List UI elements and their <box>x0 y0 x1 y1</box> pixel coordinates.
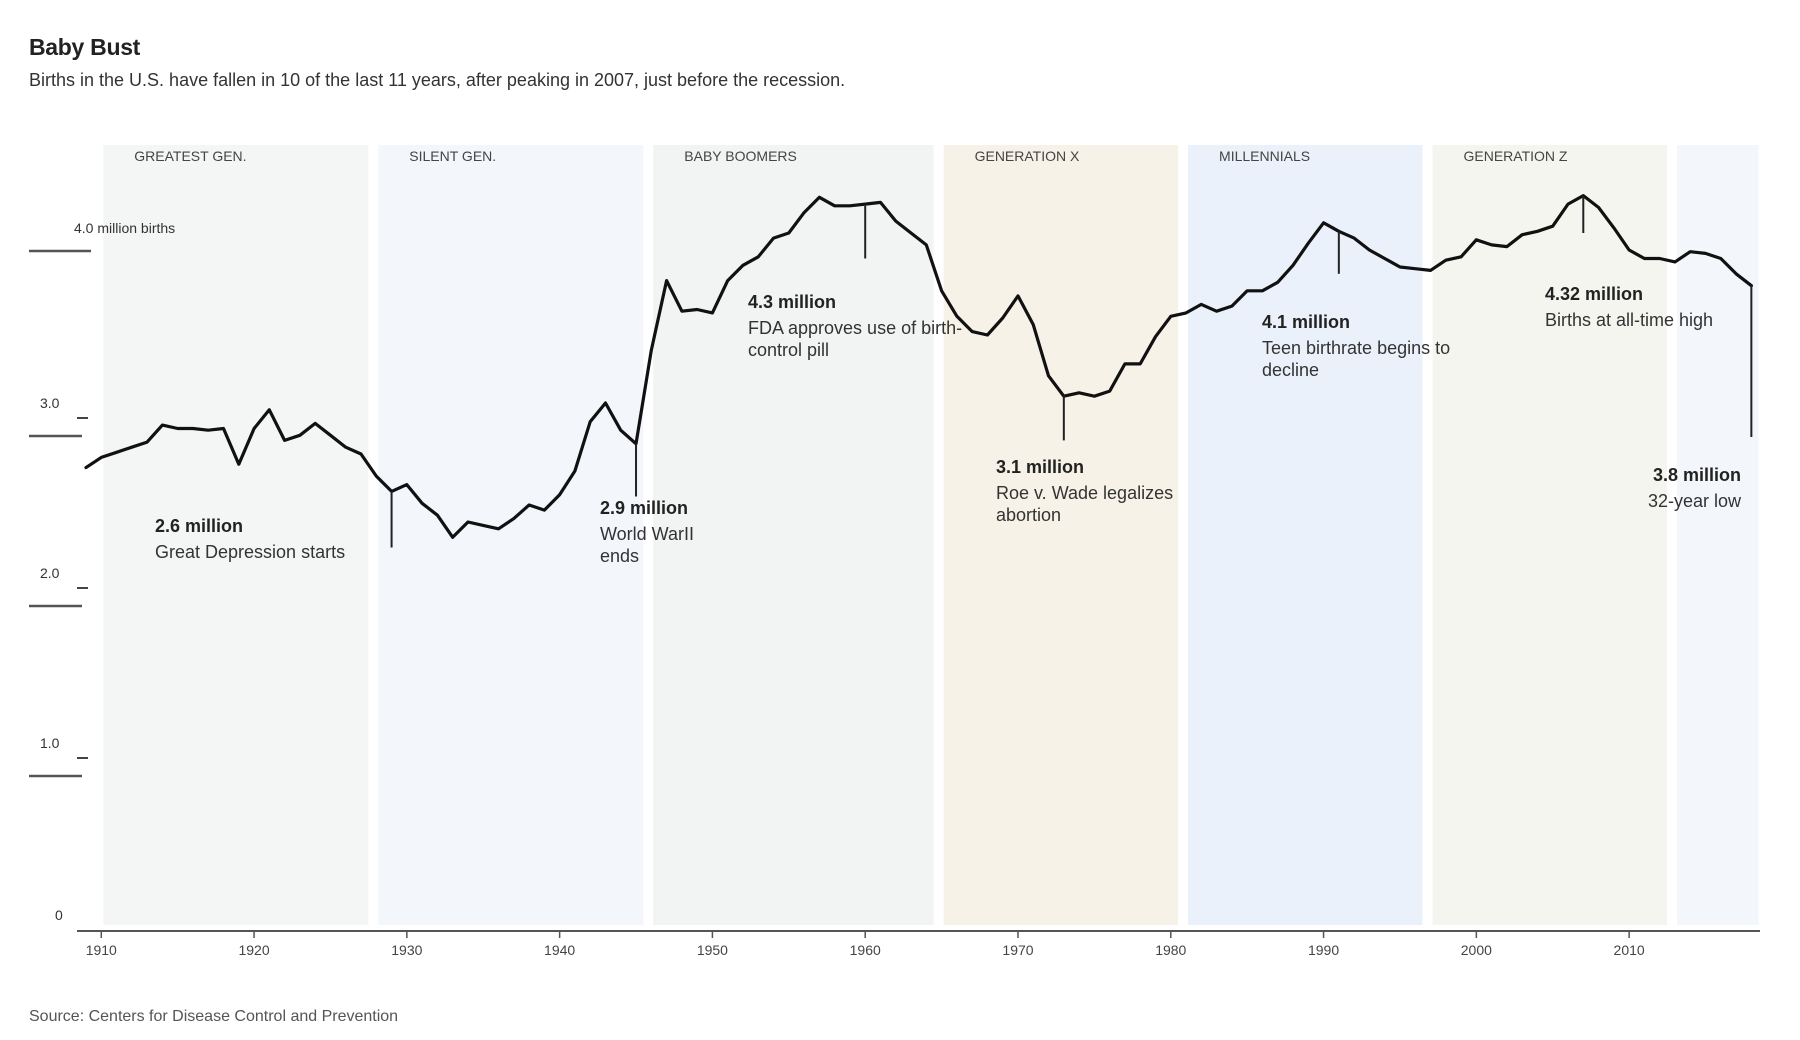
annotation-text: Great Depression starts <box>155 542 345 562</box>
x-tick-label: 2000 <box>1461 942 1492 958</box>
y-tick-label: 1.0 <box>40 735 60 751</box>
x-tick-label: 1960 <box>850 942 881 958</box>
annotation-value: 3.8 million <box>1653 465 1741 485</box>
annotation-text: ends <box>600 546 639 566</box>
annotation-text: Roe v. Wade legalizes <box>996 483 1173 503</box>
x-tick-label: 1990 <box>1308 942 1339 958</box>
generation-label: GREATEST GEN. <box>134 148 246 164</box>
x-tick-label: 1940 <box>544 942 575 958</box>
annotations-layer: 2.6 million Great Depression starts 2.9 mi… <box>155 195 1753 566</box>
annotation-text: Births at all-time high <box>1545 310 1713 330</box>
x-tick-label: 1950 <box>697 942 728 958</box>
chart-title: Baby Bust <box>29 34 141 60</box>
annotation-text: Teen birthrate begins to <box>1262 338 1450 358</box>
y-tick-label: 4.0 million births <box>74 220 175 236</box>
y-tick-label: 2.0 <box>40 565 60 581</box>
y-tick-label: 0 <box>55 907 63 923</box>
generation-band <box>1432 145 1667 925</box>
x-tick-label: 1930 <box>391 942 422 958</box>
annotation-value: 2.6 million <box>155 516 243 536</box>
annotation-text: decline <box>1262 360 1319 380</box>
generation-band <box>378 145 644 925</box>
chart-subtitle: Births in the U.S. have fallen in 10 of … <box>29 70 846 90</box>
series-layer <box>84 194 1754 539</box>
generation-band <box>1676 145 1759 925</box>
annotation-text: control pill <box>748 340 829 360</box>
y-tick-label: 3.0 <box>40 395 60 411</box>
generation-label: SILENT GEN. <box>409 148 496 164</box>
generation-label: BABY BOOMERS <box>684 148 797 164</box>
source-note: Source: Centers for Disease Control and … <box>29 1008 399 1025</box>
x-tick-label: 1910 <box>86 942 117 958</box>
annotation-text: FDA approves use of birth- <box>748 318 962 338</box>
x-axis: 1910 1920 1930 1940 1950 1960 1970 1980 1990 2000… <box>77 930 1760 958</box>
y-axis: 0 1.0 2.0 3.0 4.0 million births <box>29 220 175 923</box>
generation-band <box>103 145 369 925</box>
x-tick-label: 2010 <box>1614 942 1645 958</box>
annotation-value: 4.1 million <box>1262 312 1350 332</box>
annotation-value: 4.3 million <box>748 292 836 312</box>
generation-label: GENERATION X <box>975 148 1080 164</box>
annotation-value: 3.1 million <box>996 457 1084 477</box>
x-tick-label: 1980 <box>1155 942 1186 958</box>
annotation-text: abortion <box>996 505 1061 525</box>
generation-band <box>1188 145 1423 925</box>
generation-band <box>943 145 1179 925</box>
annotation-value: 2.9 million <box>600 498 688 518</box>
generation-band <box>653 145 934 925</box>
births-series-line <box>84 194 1754 539</box>
x-tick-label: 1970 <box>1002 942 1033 958</box>
generation-bands <box>103 145 1759 925</box>
generation-label: GENERATION Z <box>1464 148 1568 164</box>
annotation-value: 4.32 million <box>1545 284 1643 304</box>
births-line-chart: GREATEST GEN. SILENT GEN. BABY BOOMERS GENE… <box>29 145 1760 958</box>
generation-label: MILLENNIALS <box>1219 148 1310 164</box>
annotation-text: 32-year low <box>1648 491 1742 511</box>
x-tick-label: 1920 <box>238 942 269 958</box>
annotation-text: World WarII <box>600 524 694 544</box>
generation-labels: GREATEST GEN. SILENT GEN. BABY BOOMERS GENE… <box>134 148 1568 164</box>
